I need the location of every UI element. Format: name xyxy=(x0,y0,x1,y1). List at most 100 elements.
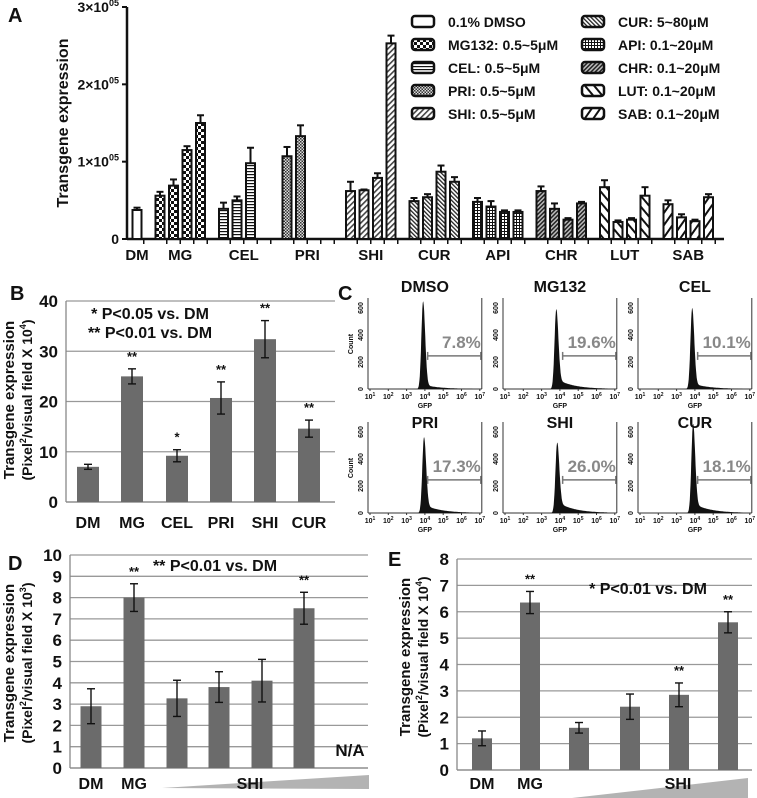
x-tick-label: 106 xyxy=(726,392,737,401)
x-tick-exp: 5 xyxy=(446,392,449,398)
x-tick-label: 106 xyxy=(591,516,602,525)
x-group-label-cel: CEL xyxy=(229,247,259,264)
y-axis-unit-part: ) xyxy=(415,577,431,582)
y-axis-unit-part: ) xyxy=(19,583,35,588)
x-tick-exp: 2 xyxy=(391,516,394,522)
x-tick-label: 105 xyxy=(438,392,449,401)
x-tick-exp: 5 xyxy=(581,392,584,398)
y-tick-label: 0 xyxy=(440,761,449,780)
significance-legend: ** P<0.01 vs. DM xyxy=(153,558,277,575)
x-group-label-cur: CUR xyxy=(418,247,451,264)
y-axis-label: Transgene expression xyxy=(397,578,414,736)
x-tick-label: 105 xyxy=(708,392,719,401)
x-tick-base: 10 xyxy=(690,394,698,401)
panel-b-chart: 0 10 20 30 40 Transgene expression (Pixel2/vis… xyxy=(1,292,335,532)
y-tick-label: 1 xyxy=(53,738,62,757)
bar-cur-2 xyxy=(422,196,433,241)
x-tick-base: 10 xyxy=(401,394,409,401)
histogram-distribution xyxy=(412,437,473,513)
x-axis-label: GFP xyxy=(553,403,568,410)
bar-cur-1 xyxy=(408,200,420,241)
x-group-label-shi: SHI xyxy=(358,247,383,264)
x-group-label-pri: PRI xyxy=(295,247,320,264)
y-tick-label: 0 xyxy=(358,387,365,391)
y-axis-label: Transgene expression xyxy=(1,584,18,742)
y-axis-unit-sup: 3 xyxy=(18,587,28,592)
panel-label-b: B xyxy=(10,283,24,305)
x-tick-base: 10 xyxy=(555,518,563,525)
x-tick-base: 10 xyxy=(610,394,618,401)
y-axis-unit-sup: 4 xyxy=(414,581,424,586)
bar-2 xyxy=(123,597,145,768)
bar-3 xyxy=(569,727,589,770)
legend-swatch-cur xyxy=(580,14,606,29)
y-tick-label: 200 xyxy=(493,480,500,492)
y-axis-unit-part: ) xyxy=(19,320,35,325)
gate-percentage: 26.0% xyxy=(568,457,616,476)
x-tick-exp: 4 xyxy=(427,516,430,522)
x-label-shi: SHI xyxy=(665,776,692,793)
x-tick-base: 10 xyxy=(456,518,464,525)
x-tick-label: 101 xyxy=(365,392,376,401)
x-tick-label: 102 xyxy=(653,516,664,525)
y-tick-label-exp: 05 xyxy=(109,153,119,163)
x-tick-exp: 5 xyxy=(446,516,449,522)
x-tick-label-mg: MG xyxy=(119,515,145,532)
x-tick-exp: 7 xyxy=(482,516,485,522)
x-tick-base: 10 xyxy=(365,394,373,401)
significance-marker: * xyxy=(174,430,180,445)
bar-lut-1 xyxy=(599,186,610,240)
gate-percentage: 19.6% xyxy=(568,333,616,352)
histogram-title: SHI xyxy=(547,415,574,432)
y-axis-unit-part: /visual field X 10 xyxy=(415,586,431,695)
y-axis-unit-part: /visual field X 10 xyxy=(19,329,35,438)
x-tick-label: 104 xyxy=(690,516,701,525)
x-tick-exp: 6 xyxy=(734,516,737,522)
x-tick-exp: 3 xyxy=(409,392,412,398)
y-tick-label-base: 0 xyxy=(111,231,119,247)
y-axis-unit-sup: 2 xyxy=(18,438,28,443)
legend-swatch-lut xyxy=(580,83,606,98)
x-tick-label: 107 xyxy=(475,392,486,401)
x-tick-exp: 1 xyxy=(508,516,511,522)
legend-label-lut: LUT: 0.1~20μM xyxy=(618,83,716,99)
legend-label-mg: MG132: 0.5~5μM xyxy=(448,37,558,53)
x-tick-label: 104 xyxy=(690,392,701,401)
x-tick-base: 10 xyxy=(591,394,599,401)
x-tick-label-cel: CEL xyxy=(161,515,193,532)
histogram-title: CUR xyxy=(678,415,713,432)
x-tick-label: 101 xyxy=(365,516,376,525)
y-tick-label: 200 xyxy=(358,480,365,492)
x-tick-label: 106 xyxy=(456,392,467,401)
y-tick-label: 7 xyxy=(53,610,62,629)
x-tick-label: 104 xyxy=(420,516,431,525)
bar-cel-2 xyxy=(231,199,243,240)
x-label-mg: MG xyxy=(517,776,543,793)
significance-legend: * P<0.01 vs. DM xyxy=(589,581,707,598)
y-tick-label: 30 xyxy=(39,342,58,361)
x-tick-label: 101 xyxy=(635,392,646,401)
bar-mg-1 xyxy=(154,194,166,240)
histogram-title: PRI xyxy=(412,415,439,432)
x-tick-base: 10 xyxy=(573,518,581,525)
x-label-mg: MG xyxy=(121,776,147,793)
legend-swatch-mg xyxy=(410,37,436,52)
y-tick-label: 600 xyxy=(493,426,500,438)
x-tick-label: 101 xyxy=(635,516,646,525)
x-tick-exp: 4 xyxy=(562,516,565,522)
bar-5 xyxy=(251,680,273,768)
y-tick-label-base: 2×10 xyxy=(77,76,109,92)
significance-marker: ** xyxy=(216,362,227,377)
y-tick-label: 2 xyxy=(53,716,62,735)
y-tick-label: 400 xyxy=(493,329,500,341)
x-tick-base: 10 xyxy=(555,394,563,401)
legend-swatch-pri xyxy=(410,83,436,98)
x-tick-base: 10 xyxy=(518,518,526,525)
x-tick-exp: 7 xyxy=(617,516,620,522)
y-tick-label: 400 xyxy=(628,453,635,465)
x-tick-exp: 3 xyxy=(679,392,682,398)
